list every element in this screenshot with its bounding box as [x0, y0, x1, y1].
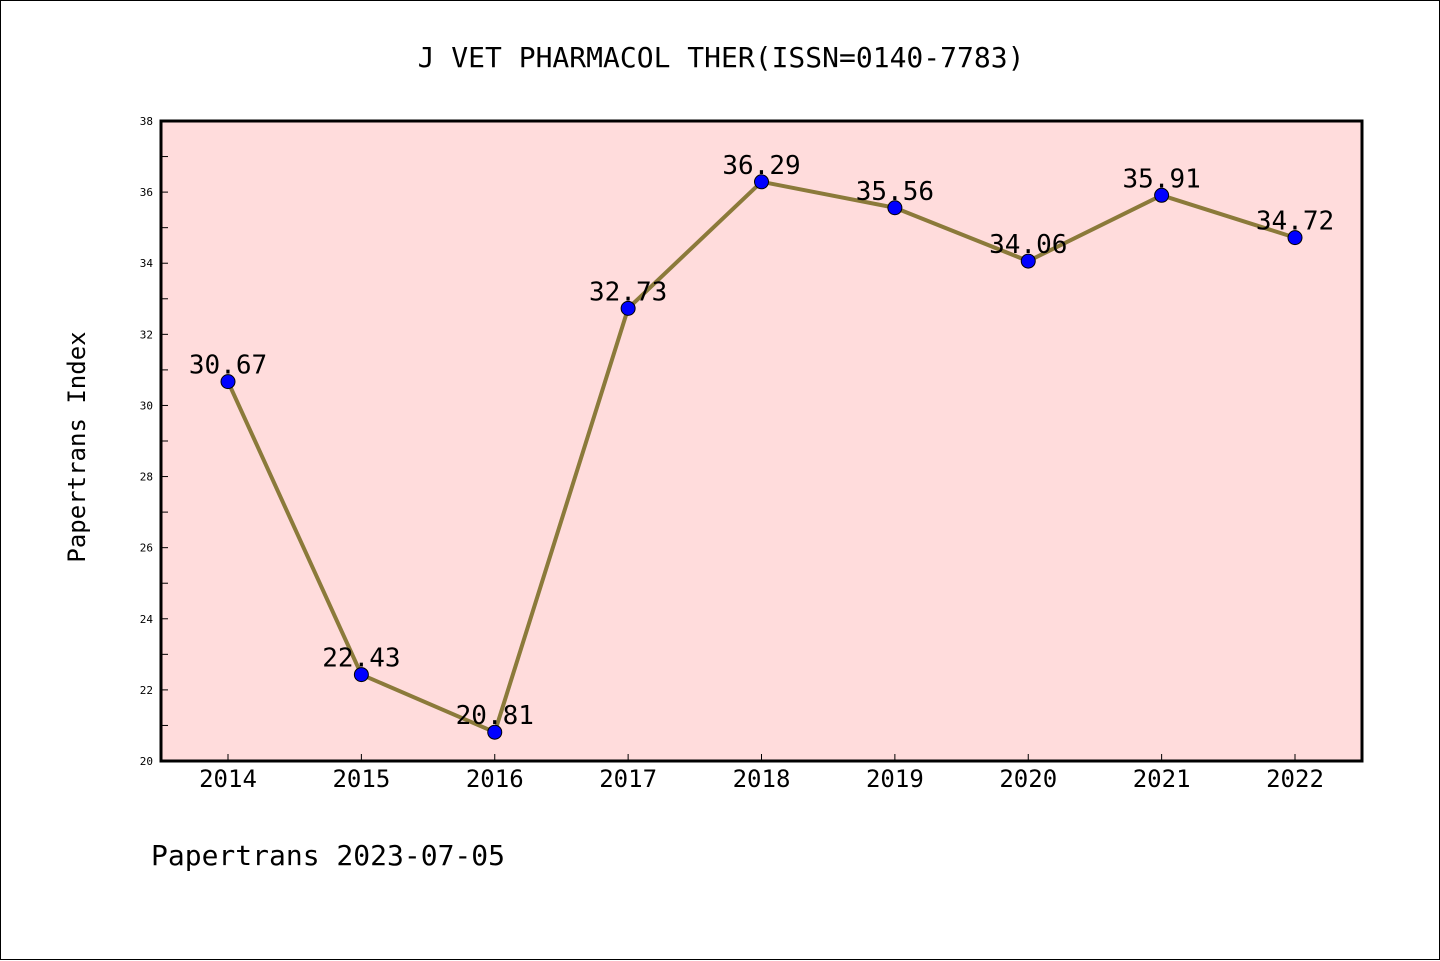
data-point-marker [220, 374, 236, 390]
y-tick-label: 22 [140, 684, 153, 697]
data-point-marker [1154, 187, 1170, 203]
y-tick-label: 28 [140, 471, 153, 484]
plot-area [159, 119, 1364, 763]
y-tick-label: 36 [140, 186, 153, 199]
x-tick-label: 2017 [599, 765, 657, 793]
data-point-label: 32.73 [589, 277, 667, 307]
data-point-marker [620, 300, 636, 316]
y-tick-label: 20 [140, 755, 153, 768]
y-tick-label: 38 [140, 115, 153, 128]
data-point-marker [887, 200, 903, 216]
data-point-marker [353, 667, 369, 683]
x-axis-ticks: 2014 2015 2016 2017 2018 2019 2020 2021 2022 [199, 754, 1324, 793]
x-tick-label: 2020 [999, 765, 1057, 793]
x-tick-label: 2018 [733, 765, 791, 793]
data-point-marker [1287, 230, 1303, 246]
footer-date-label: Papertrans 2023-07-05 [151, 839, 505, 872]
data-point-label: 22.43 [322, 644, 400, 674]
x-tick-label: 2022 [1266, 765, 1324, 793]
y-tick-label: 30 [140, 399, 153, 412]
data-point-label: 35.56 [856, 177, 934, 207]
data-point-label: 34.72 [1256, 207, 1334, 237]
x-tick-label: 2019 [866, 765, 924, 793]
y-axis-label: Papertrans Index [63, 331, 91, 562]
data-point-marker [1020, 253, 1036, 269]
y-tick-label: 24 [140, 613, 154, 626]
y-tick-label: 26 [140, 542, 153, 555]
data-point-marker [754, 174, 769, 190]
y-axis-ticks: 20 22 24 26 28 30 32 34 36 38 [140, 115, 168, 768]
chart-title: J VET PHARMACOL THER(ISSN=0140-7783) [418, 41, 1025, 74]
x-tick-label: 2021 [1133, 765, 1191, 793]
data-point-label: 20.81 [456, 701, 534, 731]
y-tick-label: 32 [140, 328, 153, 341]
y-tick-label: 34 [140, 257, 154, 270]
data-point-label: 36.29 [722, 151, 800, 181]
data-point-label: 30.67 [189, 351, 267, 381]
data-point-label: 34.06 [989, 230, 1067, 260]
data-labels-group: 30.67 22.43 20.81 32.73 36.29 35.56 34.06 35.91… [189, 151, 1334, 731]
x-tick-label: 2014 [199, 765, 257, 793]
data-point-marker [487, 724, 503, 740]
data-point-label: 35.91 [1122, 164, 1200, 194]
markers-group [220, 174, 1303, 740]
x-tick-label: 2016 [466, 765, 524, 793]
x-tick-label: 2015 [332, 765, 390, 793]
